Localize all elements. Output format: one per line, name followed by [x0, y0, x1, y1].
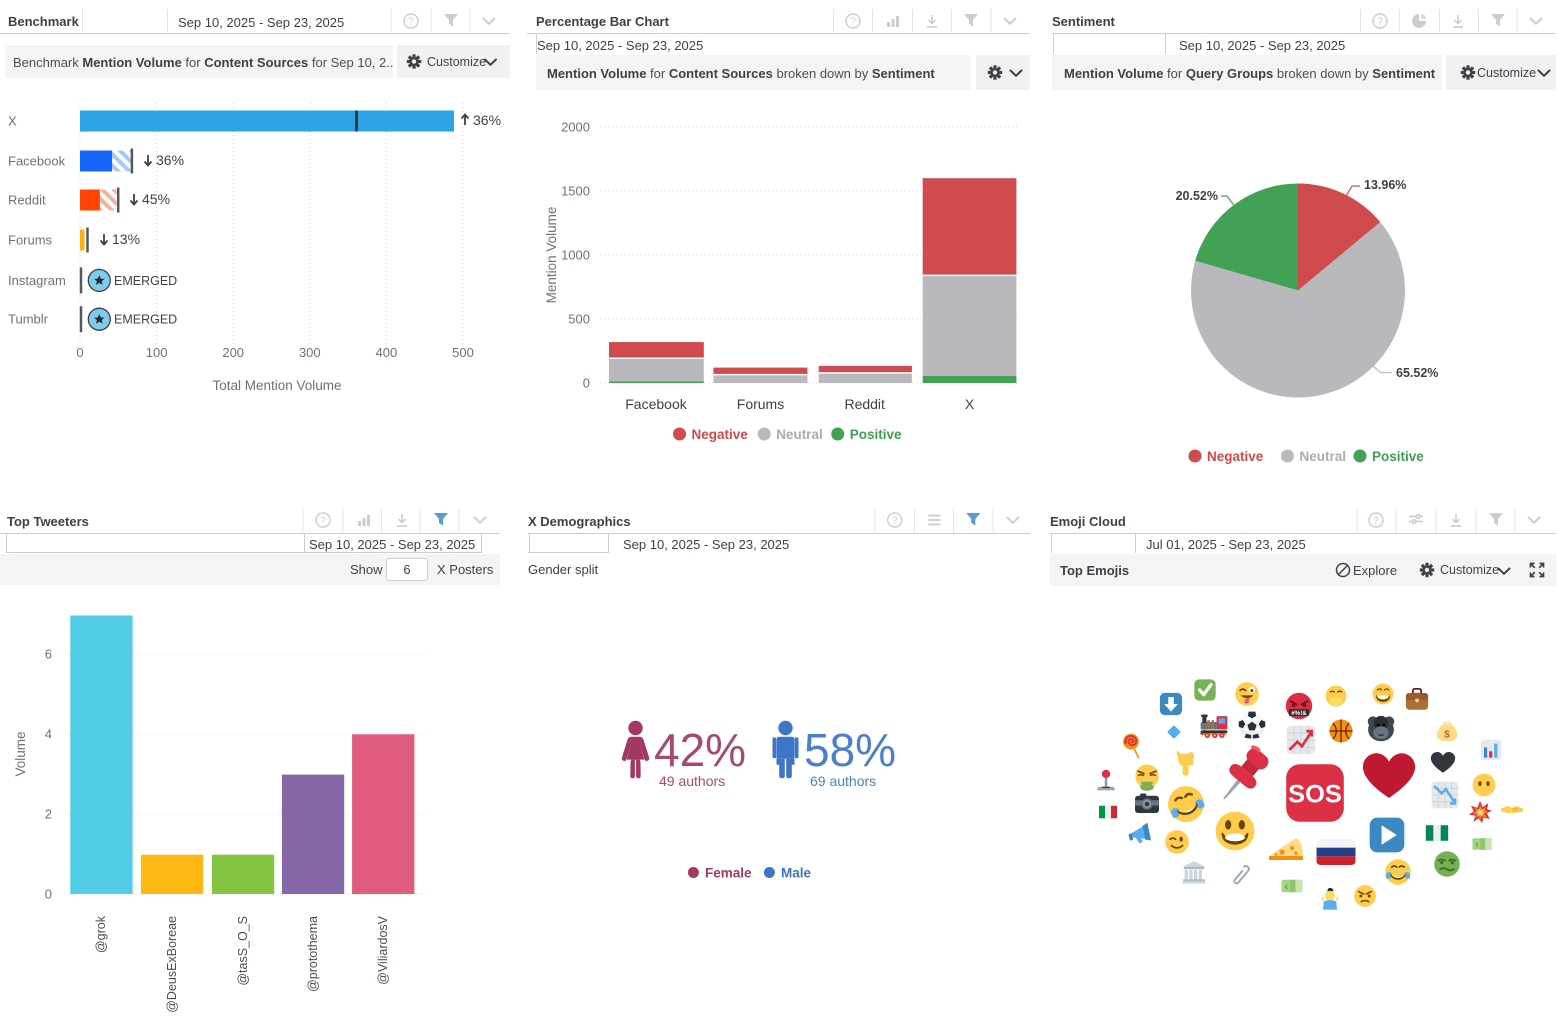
svg-text:?: ?: [408, 17, 414, 28]
svg-text:Facebook: Facebook: [625, 396, 687, 412]
svg-text:Positive: Positive: [1372, 449, 1424, 464]
svg-text:Facebook: Facebook: [8, 154, 66, 169]
svg-text:2: 2: [45, 807, 52, 822]
svg-text:Neutral: Neutral: [776, 427, 823, 442]
svg-text:Forums: Forums: [8, 233, 53, 248]
svg-text:Reddit: Reddit: [8, 193, 46, 208]
svg-text:Volume: Volume: [13, 731, 28, 776]
svg-text:Positive: Positive: [850, 427, 902, 442]
svg-text:EMERGED: EMERGED: [114, 313, 177, 327]
svg-text:45%: 45%: [142, 191, 170, 207]
svg-text:300: 300: [299, 345, 321, 360]
svg-text:20.52%: 20.52%: [1176, 189, 1218, 203]
svg-text:Male: Male: [781, 866, 812, 881]
svg-text:200: 200: [222, 345, 244, 360]
svg-text:69 authors: 69 authors: [810, 773, 876, 789]
svg-text:36%: 36%: [156, 152, 184, 168]
svg-text:2000: 2000: [561, 120, 590, 135]
svg-text:58%: 58%: [804, 724, 896, 776]
svg-text:100: 100: [146, 345, 168, 360]
svg-text:$: $: [1475, 843, 1479, 849]
svg-text:?: ?: [892, 516, 898, 527]
svg-text:?: ?: [1373, 516, 1379, 527]
svg-text:13%: 13%: [112, 231, 140, 247]
svg-text:0: 0: [583, 376, 590, 391]
svg-text:500: 500: [452, 345, 474, 360]
svg-text:Tumblr: Tumblr: [8, 312, 49, 327]
svg-text:$: $: [1444, 729, 1450, 740]
svg-text:Total Mention Volume: Total Mention Volume: [212, 378, 341, 393]
svg-text:36%: 36%: [473, 112, 501, 128]
svg-text:42%: 42%: [654, 724, 746, 776]
svg-text:Negative: Negative: [692, 427, 749, 442]
svg-text:Female: Female: [705, 866, 752, 881]
svg-text:SOS: SOS: [1288, 780, 1342, 808]
svg-text:Reddit: Reddit: [844, 396, 885, 412]
svg-text:65.52%: 65.52%: [1396, 366, 1438, 380]
svg-text:400: 400: [376, 345, 398, 360]
svg-text:Neutral: Neutral: [1300, 449, 1347, 464]
svg-text:1000: 1000: [561, 248, 590, 263]
svg-text:500: 500: [568, 312, 590, 327]
svg-text:?: ?: [1377, 17, 1383, 28]
svg-text:Forums: Forums: [737, 396, 784, 412]
svg-text:X: X: [965, 396, 975, 412]
svg-text:X: X: [8, 114, 17, 129]
svg-text:Instagram: Instagram: [8, 273, 66, 288]
svg-text:?: ?: [320, 516, 326, 527]
svg-text:13.96%: 13.96%: [1364, 178, 1406, 192]
svg-text:1500: 1500: [561, 184, 590, 199]
svg-text:#%!&: #%!&: [1291, 710, 1307, 717]
svg-text:4: 4: [45, 727, 52, 742]
svg-text:0: 0: [76, 345, 83, 360]
svg-text:0: 0: [45, 887, 52, 902]
svg-text:49 authors: 49 authors: [659, 773, 725, 789]
svg-text:6: 6: [45, 647, 52, 662]
svg-text:?: ?: [850, 17, 856, 28]
svg-text:Negative: Negative: [1207, 449, 1264, 464]
svg-text:Mention Volume: Mention Volume: [544, 207, 559, 304]
svg-text:€: €: [1285, 884, 1289, 891]
svg-text:EMERGED: EMERGED: [114, 274, 177, 288]
